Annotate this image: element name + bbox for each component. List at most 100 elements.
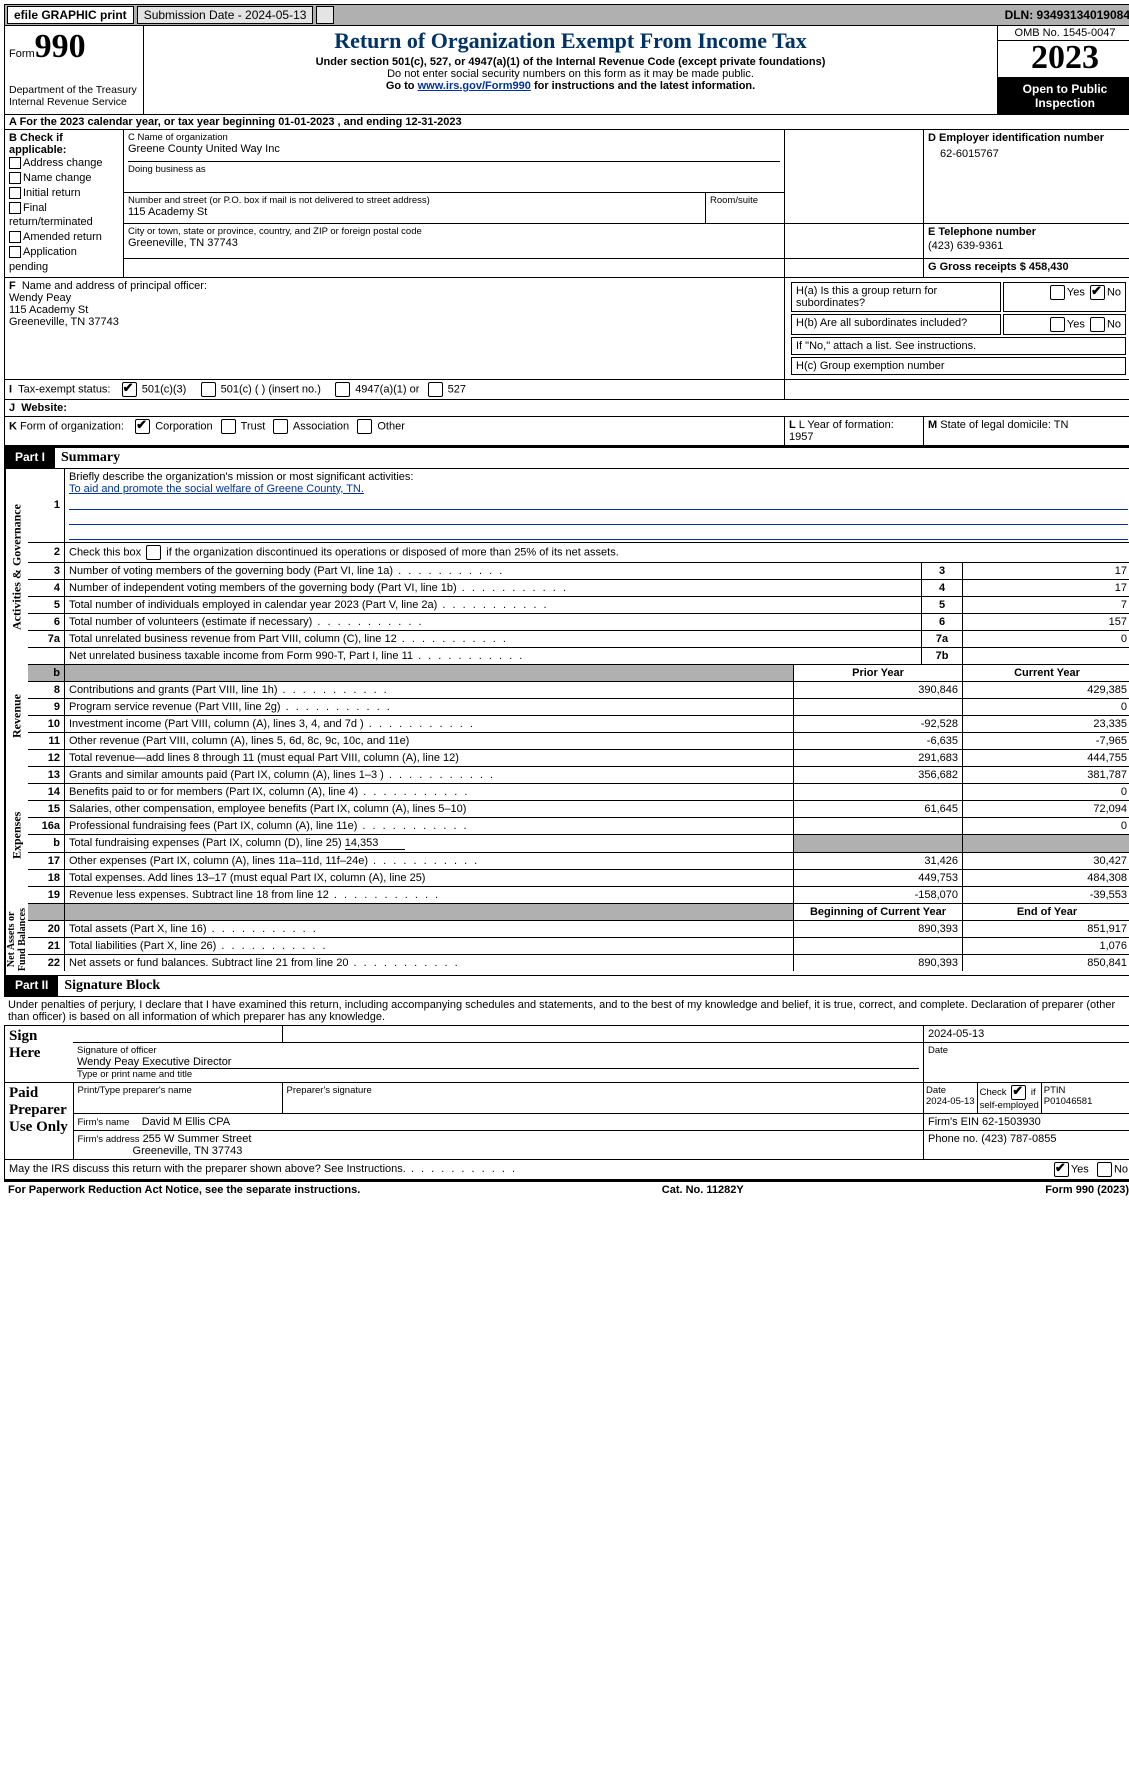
mission-text[interactable]: To aid and promote the social welfare of…	[69, 483, 364, 495]
ein-label: D Employer identification number	[928, 132, 1128, 144]
check-pending[interactable]	[9, 246, 21, 258]
vlabel-rev: Revenue	[5, 665, 28, 767]
form-footer: Form 990 (2023)	[1045, 1184, 1129, 1196]
toolbar: efile GRAPHIC print Submission Date - 20…	[4, 4, 1129, 26]
dba-label: Doing business as	[128, 161, 780, 175]
h-b: H(b) Are all subordinates included?	[791, 314, 1001, 335]
form-header: Form990 Department of the TreasuryIntern…	[4, 26, 1129, 115]
row-a: A For the 2023 calendar year, or tax yea…	[4, 115, 1129, 130]
ein: 62-6015767	[928, 144, 1128, 160]
val-7b	[963, 647, 1129, 664]
i-501c3[interactable]	[122, 382, 137, 397]
firm-name: David M Ellis CPA	[142, 1116, 230, 1128]
val-6: 157	[963, 613, 1129, 630]
efile-button[interactable]: efile GRAPHIC print	[7, 6, 134, 24]
check-address-change[interactable]	[9, 157, 21, 169]
col-current: Current Year	[963, 665, 1129, 682]
state-domicile: State of legal domicile: TN	[940, 419, 1068, 431]
firm-phone: Phone no. (423) 787-0855	[924, 1130, 1129, 1159]
sign-date: 2024-05-13	[924, 1025, 1129, 1042]
addr: 115 Academy St	[128, 206, 701, 218]
i-label: I	[9, 383, 12, 395]
ptin: PTINP01046581	[1042, 1083, 1095, 1113]
val-7a: 0	[963, 630, 1129, 647]
part1-header: Part I	[5, 448, 55, 468]
form-number: 990	[35, 28, 86, 65]
h-b-note: If "No," attach a list. See instructions…	[791, 337, 1126, 355]
col-end: End of Year	[963, 904, 1129, 921]
signature-table: Sign Here 2024-05-13 Signature of office…	[4, 1025, 1129, 1160]
sign-here: Sign Here	[5, 1025, 74, 1082]
val-5: 7	[963, 596, 1129, 613]
k-other[interactable]	[357, 419, 372, 434]
form-title: Return of Organization Exempt From Incom…	[150, 28, 991, 54]
department: Department of the TreasuryInternal Reven…	[9, 84, 139, 108]
instructions-link[interactable]: www.irs.gov/Form990	[418, 80, 531, 92]
firm-addr1: 255 W Summer Street	[143, 1133, 252, 1145]
year-formation: L Year of formation: 1957	[789, 419, 894, 443]
self-employed-check[interactable]	[1011, 1085, 1026, 1100]
vlabel-exp: Expenses	[5, 767, 28, 904]
check-name-change[interactable]	[9, 172, 21, 184]
vlabel-ag: Activities & Governance	[5, 469, 28, 665]
subtitle-1: Under section 501(c), 527, or 4947(a)(1)…	[150, 56, 991, 68]
summary-ag: 1 Briefly describe the organization's mi…	[28, 469, 1129, 665]
summary-na: Beginning of Current YearEnd of Year 20T…	[28, 904, 1129, 971]
name-label: C Name of organization	[128, 132, 780, 143]
phone: (423) 639-9361	[928, 238, 1128, 252]
k-trust[interactable]	[221, 419, 236, 434]
hb-no[interactable]	[1090, 317, 1105, 332]
form-label: Form	[9, 48, 35, 60]
discuss-row: May the IRS discuss this return with the…	[4, 1160, 1129, 1180]
hb-yes[interactable]	[1050, 317, 1065, 332]
part2-title: Signature Block	[58, 976, 166, 996]
phone-label: E Telephone number	[928, 226, 1128, 238]
k-assoc[interactable]	[273, 419, 288, 434]
spacer	[316, 6, 333, 24]
gross-receipts: G Gross receipts $ 458,430	[928, 261, 1128, 273]
footer: For Paperwork Reduction Act Notice, see …	[4, 1180, 1129, 1198]
i-527[interactable]	[428, 382, 443, 397]
officer-label: F Name and address of principal officer:	[9, 280, 780, 292]
officer-name: Wendy Peay	[9, 292, 780, 304]
open-public: Open to Public Inspection	[998, 78, 1129, 114]
discuss-no[interactable]	[1097, 1162, 1112, 1177]
check-final-return[interactable]	[9, 202, 21, 214]
summary-rev: bPrior YearCurrent Year 8Contributions a…	[28, 665, 1129, 767]
addr-label: Number and street (or P.O. box if mail i…	[128, 195, 701, 206]
col-begin: Beginning of Current Year	[794, 904, 963, 921]
check-initial-return[interactable]	[9, 187, 21, 199]
ha-yes[interactable]	[1050, 285, 1065, 300]
check-amended[interactable]	[9, 231, 21, 243]
val-4: 17	[963, 579, 1129, 596]
header-grid: B Check if applicable: Address change Na…	[4, 130, 1129, 446]
ha-no[interactable]	[1090, 285, 1105, 300]
h-a: H(a) Is this a group return for subordin…	[791, 282, 1001, 312]
subtitle-2: Do not enter social security numbers on …	[150, 68, 991, 80]
box-b-label: B Check if applicable:	[9, 132, 119, 156]
firm-addr2: Greeneville, TN 37743	[133, 1145, 243, 1157]
part1-title: Summary	[55, 448, 126, 468]
tax-year: 2023	[998, 41, 1129, 78]
k-corp[interactable]	[135, 419, 150, 434]
city: Greeneville, TN 37743	[128, 237, 780, 249]
org-name: Greene County United Way Inc	[128, 143, 780, 155]
l2-check[interactable]	[146, 545, 161, 560]
paid-preparer: Paid Preparer Use Only	[5, 1082, 74, 1159]
val-3: 17	[963, 562, 1129, 579]
i-501c[interactable]	[201, 382, 216, 397]
vlabel-na: Net Assets orFund Balances	[5, 904, 28, 975]
dln: DLN: 93493134019084	[1005, 8, 1129, 22]
city-label: City or town, state or province, country…	[128, 226, 780, 237]
firm-ein: Firm's EIN 62-1503930	[924, 1113, 1129, 1130]
submission-date: Submission Date - 2024-05-13	[137, 6, 314, 24]
col-prior: Prior Year	[794, 665, 963, 682]
i-4947[interactable]	[335, 382, 350, 397]
part2-header: Part II	[5, 976, 58, 996]
officer-addr2: Greeneville, TN 37743	[9, 316, 780, 328]
subtitle-3: Go to www.irs.gov/Form990 for instructio…	[150, 80, 991, 92]
discuss-yes[interactable]	[1054, 1162, 1069, 1177]
declaration: Under penalties of perjury, I declare th…	[4, 997, 1129, 1025]
officer-addr1: 115 Academy St	[9, 304, 780, 316]
h-c: H(c) Group exemption number	[791, 357, 1126, 375]
